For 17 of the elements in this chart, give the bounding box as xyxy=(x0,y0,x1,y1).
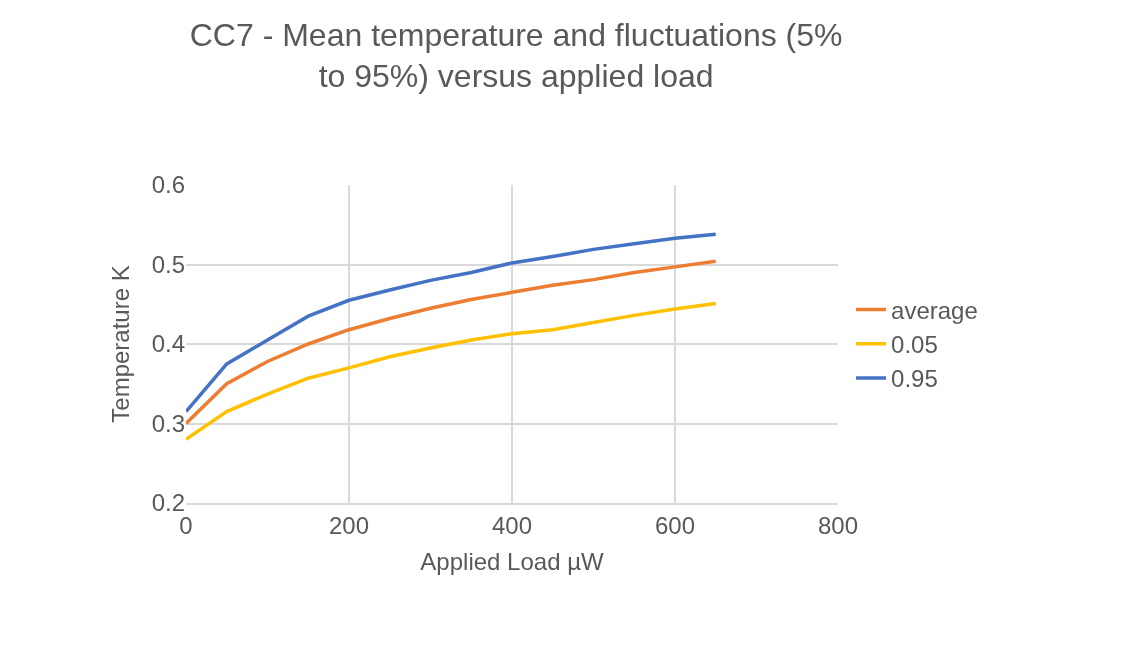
line-series xyxy=(186,232,718,414)
y-tick-label: 0.6 xyxy=(151,171,185,199)
legend-label: 0.05 xyxy=(891,331,938,359)
line-series xyxy=(186,259,718,426)
x-axis-title: Applied Load µW xyxy=(420,547,604,575)
x-tick-label: 800 xyxy=(817,511,859,539)
legend-label: 0.95 xyxy=(891,365,938,393)
y-tick-label: 0.3 xyxy=(151,409,185,437)
x-tick-label: 600 xyxy=(654,511,696,539)
y-tick-label: 0.5 xyxy=(151,250,185,278)
y-tick-label: 0.4 xyxy=(151,330,185,358)
x-tick-label: 400 xyxy=(491,511,533,539)
line-series xyxy=(186,301,718,442)
legend-label: average xyxy=(891,296,978,324)
chart-title: CC7 - Mean temperature and fluctuations (5% to 95%) versus applied load xyxy=(189,16,843,95)
y-axis-title: Temperature K xyxy=(106,265,134,423)
x-tick-label: 200 xyxy=(328,511,370,539)
